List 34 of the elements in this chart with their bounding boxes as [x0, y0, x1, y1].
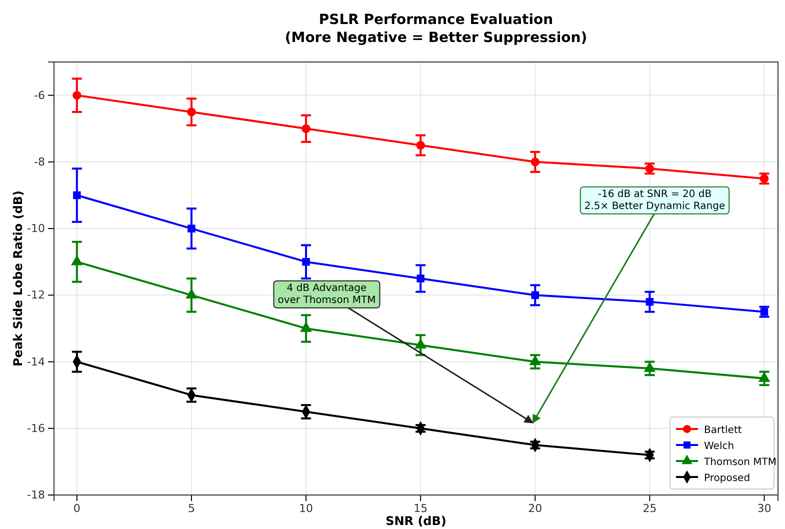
chart-title: PSLR Performance Evaluation (More Negative = Better Suppression) — [284, 12, 588, 46]
x-tick-label: 10 — [299, 502, 314, 515]
x-tick-label: 0 — [73, 502, 80, 515]
y-tick-label: -12 — [27, 288, 45, 302]
legend-label: Proposed — [704, 473, 750, 484]
x-tick-label: 5 — [188, 502, 195, 515]
y-tick-label: -14 — [27, 355, 45, 368]
annotation: -16 dB at SNR = 20 dB 2.5× Better Dynamic Range — [584, 188, 726, 212]
point — [416, 274, 424, 282]
point — [302, 124, 310, 133]
x-tick-label: 20 — [528, 502, 542, 515]
point — [72, 90, 82, 100]
legend-label: Thomson MTM — [703, 457, 777, 468]
x-tick-label: 25 — [642, 502, 657, 515]
point — [530, 158, 540, 166]
point — [416, 140, 425, 150]
x-axis-title: SNR (dB) — [386, 514, 446, 528]
y-axis-title: Peak Side Lobe Ratio (dB) — [11, 190, 25, 366]
y-tick-label: -10 — [27, 222, 45, 236]
point — [302, 258, 310, 266]
y-tick-label: -16 — [27, 422, 45, 435]
point — [531, 291, 540, 300]
y-tick-label: -8 — [34, 155, 45, 168]
y-tick-label: -6 — [34, 88, 45, 102]
legend-label: Welch — [704, 441, 734, 452]
legend-label: Bartlett — [704, 425, 742, 436]
x-tick-label: 15 — [414, 502, 428, 515]
x-tick-label: 30 — [757, 502, 772, 515]
point — [73, 191, 81, 200]
point — [188, 224, 196, 232]
y-tick-label: -18 — [27, 488, 45, 502]
point — [187, 108, 196, 116]
point — [646, 298, 654, 306]
annotation: 4 dB Advantage over Thomson MTM — [278, 282, 376, 306]
